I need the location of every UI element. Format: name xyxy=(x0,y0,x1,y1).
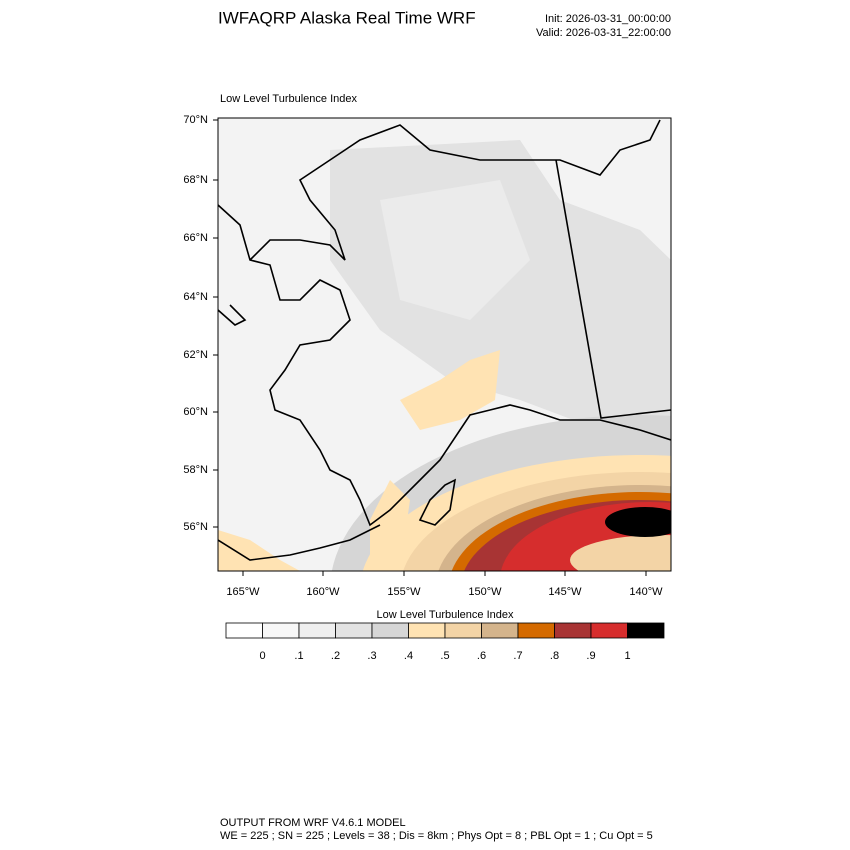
colorbar-label: .9 xyxy=(586,650,595,662)
colorbar-label: .7 xyxy=(513,650,522,662)
lat-label: 56°N xyxy=(183,521,208,533)
colorbar-box xyxy=(408,622,446,639)
map-frame xyxy=(217,117,672,572)
colorbar-label: .2 xyxy=(331,650,340,662)
map-title: Low Level Turbulence Index xyxy=(220,93,357,105)
lat-label: 66°N xyxy=(183,232,208,244)
lat-label: 62°N xyxy=(183,349,208,361)
valid-time: Valid: 2026-03-31_22:00:00 xyxy=(536,27,671,39)
colorbar-title: Low Level Turbulence Index xyxy=(377,609,514,621)
lat-label: 70°N xyxy=(183,114,208,126)
colorbar-label: .1 xyxy=(294,650,303,662)
lat-label: 64°N xyxy=(183,291,208,303)
lat-label: 68°N xyxy=(183,174,208,186)
colorbar-box xyxy=(554,622,592,639)
colorbar-box xyxy=(517,622,555,639)
lon-label: 160°W xyxy=(306,586,340,598)
colorbar-box xyxy=(590,622,628,639)
colorbar-box xyxy=(262,622,300,639)
lon-label: 140°W xyxy=(629,586,663,598)
lon-label: 165°W xyxy=(226,586,260,598)
init-time: Init: 2026-03-31_00:00:00 xyxy=(545,13,671,25)
colorbar-box xyxy=(481,622,519,639)
map-field xyxy=(218,118,671,571)
colorbar-label: .8 xyxy=(550,650,559,662)
colorbar-box xyxy=(225,622,263,639)
lon-label: 150°W xyxy=(468,586,502,598)
colorbar-label: .6 xyxy=(477,650,486,662)
lat-label: 60°N xyxy=(183,406,208,418)
colorbar-box xyxy=(444,622,482,639)
colorbar-box xyxy=(335,622,373,639)
colorbar-label: .4 xyxy=(404,650,413,662)
colorbar-label: .3 xyxy=(367,650,376,662)
lat-label: 58°N xyxy=(183,464,208,476)
lon-label: 155°W xyxy=(387,586,421,598)
footer-line: WE = 225 ; SN = 225 ; Levels = 38 ; Dis … xyxy=(220,830,653,842)
lon-label: 145°W xyxy=(548,586,582,598)
title: IWFAQRP Alaska Real Time WRF xyxy=(218,8,476,27)
colorbar-box xyxy=(627,622,665,639)
colorbar-label: 1 xyxy=(624,650,630,662)
colorbar-label: 0 xyxy=(259,650,265,662)
footer-line: OUTPUT FROM WRF V4.6.1 MODEL xyxy=(220,817,406,829)
colorbar-label: .5 xyxy=(440,650,449,662)
colorbar-box xyxy=(298,622,336,639)
colorbar-box xyxy=(371,622,409,639)
